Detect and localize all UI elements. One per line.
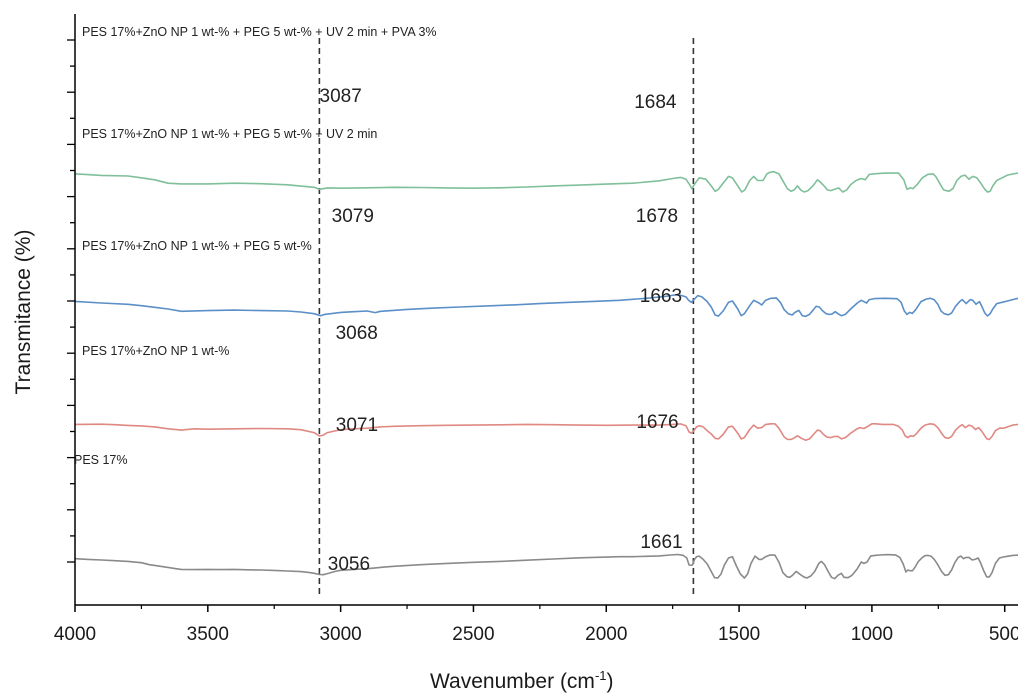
series-line-4 [75, 553, 1018, 580]
x-tick-label-0: 4000 [54, 624, 96, 645]
axes [67, 14, 1018, 612]
peak-label-3-0: 3071 [336, 415, 378, 436]
series-line-1 [75, 170, 1018, 193]
plot-area [75, 0, 1018, 597]
x-axis-title: Wavenumber (cm-1) [430, 668, 614, 693]
x-axis-title-superscript: -1 [595, 668, 607, 683]
x-tick-label-2: 3000 [319, 624, 361, 645]
series-label-3: PES 17%+ZnO NP 1 wt-% [82, 344, 229, 358]
series-label-4: PES 17% [74, 453, 128, 467]
peak-label-3-1: 1676 [636, 412, 678, 433]
peak-label-0-0: 3087 [320, 86, 362, 107]
peak-label-1-0: 3079 [332, 206, 374, 227]
x-tick-label-7: 500 [989, 624, 1018, 645]
x-tick-label-1: 3500 [187, 624, 229, 645]
series-label-2: PES 17%+ZnO NP 1 wt-% + PEG 5 wt-% [82, 239, 312, 253]
series-line-3 [75, 423, 1018, 441]
x-tick-label-5: 1500 [718, 624, 760, 645]
x-axis-title-tail: ) [607, 670, 614, 693]
peak-label-1-1: 1678 [636, 206, 678, 227]
peak-label-0-1: 1684 [634, 92, 677, 113]
peak-label-2-1: 1663 [640, 286, 682, 307]
series-line-2 [75, 293, 1018, 318]
peak-label-2-0: 3068 [336, 323, 378, 344]
y-axis-title: Transmitance (%) [12, 230, 35, 395]
x-axis-title-main: Wavenumber (cm [430, 670, 595, 693]
x-tick-label-6: 1000 [851, 624, 893, 645]
peak-label-4-0: 3056 [328, 554, 370, 575]
x-tick-label-3: 2500 [452, 624, 494, 645]
series-label-0: PES 17%+ZnO NP 1 wt-% + PEG 5 wt-% + UV … [82, 25, 437, 39]
peak-label-4-1: 1661 [640, 532, 682, 553]
series-line-0 [75, 0, 1018, 7]
x-tick-label-4: 2000 [585, 624, 627, 645]
series-label-1: PES 17%+ZnO NP 1 wt-% + PEG 5 wt-% + UV … [82, 127, 377, 141]
